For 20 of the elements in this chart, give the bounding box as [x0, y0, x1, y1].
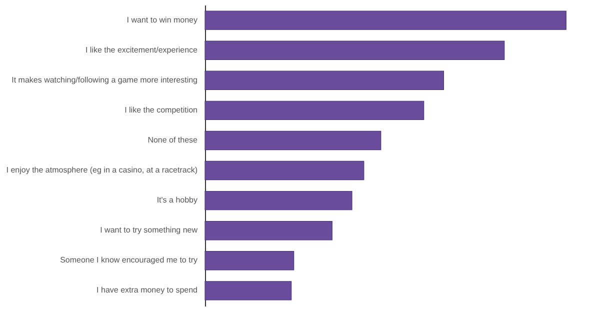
bar: [204, 251, 294, 270]
bar: [204, 40, 505, 60]
bar: [204, 220, 332, 240]
y-tick-label: It's a hobby: [156, 196, 198, 205]
bar: [204, 130, 382, 150]
y-tick-label: I want to try something new: [100, 226, 198, 235]
bar: [204, 281, 292, 300]
y-tick-label: Someone I know encouraged me to try: [60, 256, 198, 265]
bar: [204, 10, 566, 30]
bar: [204, 100, 424, 120]
y-tick-label: It makes watching/following a game more interesting: [12, 75, 198, 84]
y-tick-label: I like the competition: [124, 105, 198, 114]
y-tick-label: I have extra money to spend: [96, 286, 198, 295]
y-tick-label: None of these: [148, 135, 198, 144]
y-tick-label: I like the excitement/experience: [85, 45, 198, 54]
bar: [204, 70, 444, 90]
y-tick-label: I enjoy the atmosphere (eg in a casino, at a racetrack): [6, 166, 198, 175]
bar: [204, 160, 364, 180]
bar: [204, 190, 352, 210]
y-tick-label: I want to win money: [126, 15, 198, 24]
